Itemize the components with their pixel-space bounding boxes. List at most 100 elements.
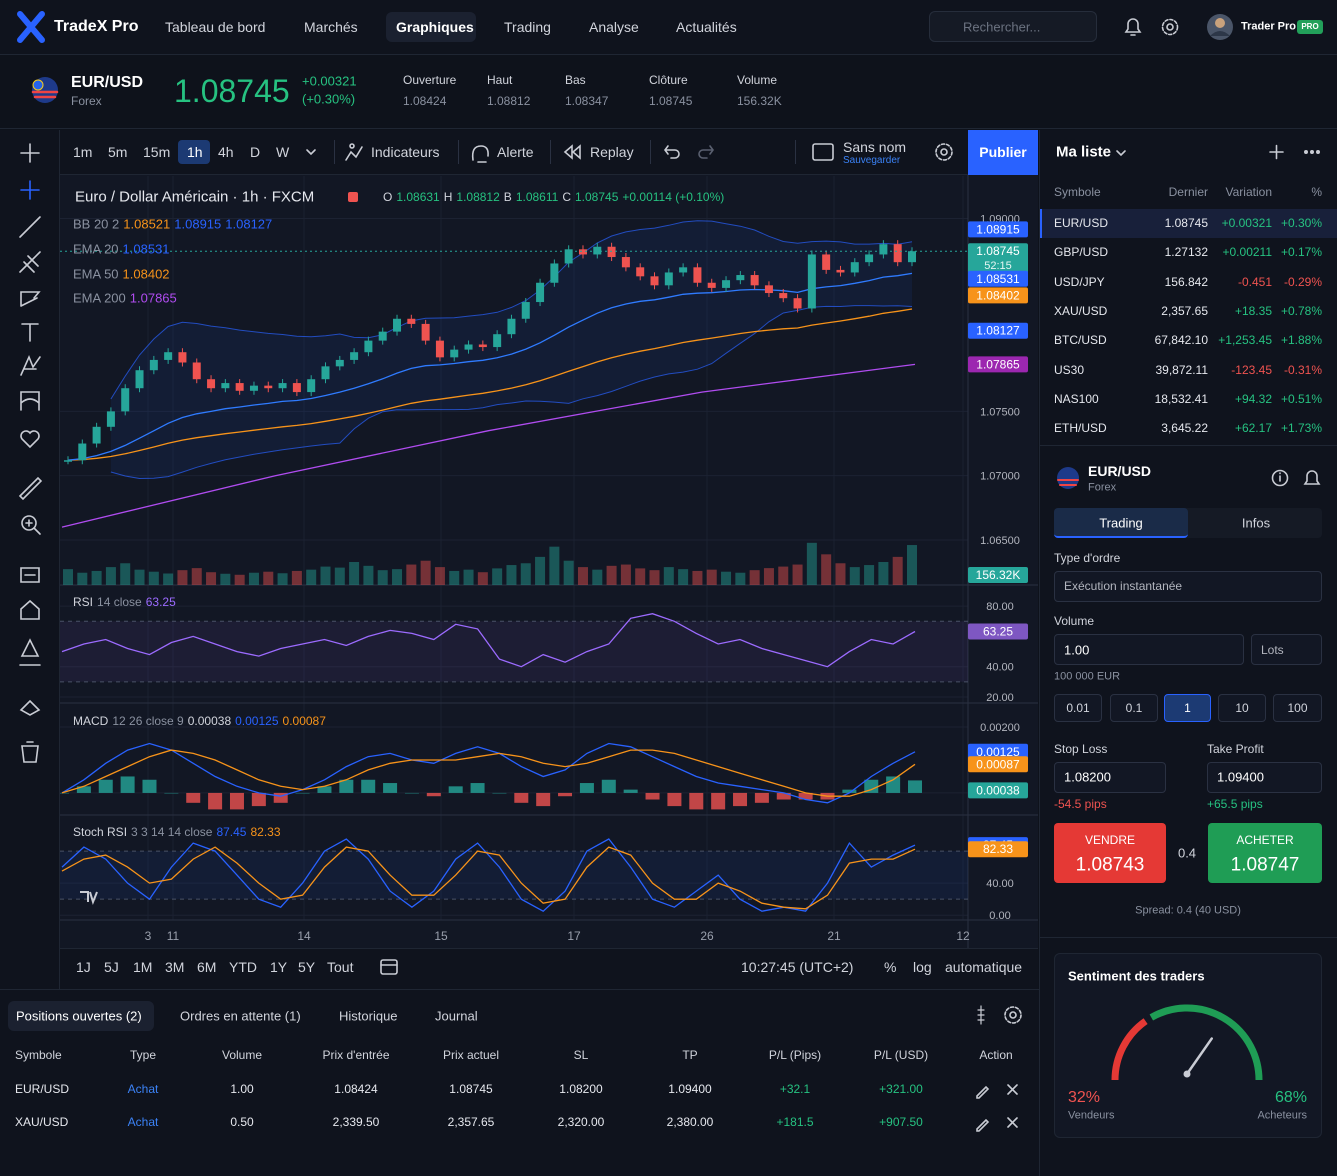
watchlist-cell[interactable]: USD/JPY — [1054, 274, 1105, 289]
x-tick-label: 14 — [297, 929, 311, 943]
layout-name[interactable]: Sans nom — [843, 139, 907, 155]
chart-title: Euro / Dollar Américain · 1h · FXCM — [75, 188, 315, 206]
publish-text[interactable]: Publier — [979, 144, 1027, 160]
candle-body — [607, 246, 616, 258]
range-item[interactable]: Tout — [327, 959, 354, 975]
buy-btn[interactable] — [1208, 823, 1322, 883]
timeframe[interactable]: 5m — [108, 144, 128, 160]
price-marker-label: 1.08127 — [976, 324, 1020, 338]
nav-item[interactable]: Actualités — [676, 19, 737, 35]
range-bar — [60, 948, 1038, 989]
spread: 0.4 — [1177, 845, 1197, 861]
sell-price[interactable]: 1.08743 — [1075, 854, 1145, 876]
column-header: Volume — [221, 1048, 263, 1062]
range-item[interactable]: 3M — [165, 959, 185, 975]
quick-volume[interactable] — [1273, 694, 1322, 722]
timeframe[interactable]: W — [276, 144, 290, 160]
positions-tab[interactable]: Journal — [435, 1008, 478, 1024]
macd-hist — [864, 779, 879, 793]
column-header: Symbole — [15, 1048, 62, 1062]
percent-toggle[interactable]: % — [884, 959, 897, 975]
input-field[interactable] — [1054, 762, 1166, 793]
column-header: P/L (USD) — [873, 1048, 929, 1062]
indicators-btn[interactable]: Indicateurs — [371, 144, 440, 160]
timeframe-active — [178, 140, 210, 164]
range-item[interactable]: 1M — [133, 959, 153, 975]
range-item[interactable]: 5J — [104, 959, 119, 975]
nav-item[interactable]: Tableau de bord — [165, 19, 266, 35]
input-field[interactable] — [1054, 634, 1244, 665]
trade-tab-active[interactable] — [1054, 508, 1188, 538]
replay-btn[interactable]: Replay — [590, 144, 634, 160]
pane-params: 3 3 14 14 close — [131, 825, 213, 839]
sell-btn[interactable] — [1054, 823, 1166, 883]
quick-volume-label[interactable]: 0.1 — [1125, 701, 1143, 715]
nav-item[interactable]: Analyse — [589, 19, 639, 35]
chart: 1.090001.075001.070001.0650080.0040.0020… — [60, 175, 1038, 948]
watchlist-cell[interactable]: XAU/USD — [1054, 303, 1108, 318]
input-field[interactable] — [1054, 571, 1322, 602]
volume-bar — [563, 560, 574, 585]
candle-body — [850, 262, 859, 273]
search-box[interactable] — [929, 11, 1097, 42]
trade-tab[interactable]: Infos — [1241, 515, 1271, 531]
quick-volume-label[interactable]: 10 — [1235, 701, 1249, 715]
candle-body — [207, 379, 216, 389]
watchlist-cell[interactable]: NAS100 — [1054, 391, 1099, 406]
watchlist-cell: 18,532.41 — [1154, 391, 1208, 406]
timeframe[interactable]: 4h — [218, 144, 234, 160]
price-marker — [968, 356, 1028, 373]
stat-label: Bas — [565, 73, 586, 87]
sell-label[interactable]: VENDRE — [1084, 833, 1136, 847]
positions-tab[interactable]: Ordres en attente (1) — [180, 1008, 301, 1024]
nav-item[interactable]: Trading — [504, 19, 551, 35]
publish-btn[interactable] — [968, 130, 1038, 175]
buy-label[interactable]: ACHETER — [1236, 833, 1294, 847]
timeframe[interactable]: D — [250, 144, 261, 160]
chart-bg — [60, 175, 1038, 948]
separator — [550, 140, 551, 164]
buy-price[interactable]: 1.08747 — [1230, 854, 1300, 876]
trade-tab[interactable]: Trading — [1099, 515, 1143, 531]
quick-volume[interactable] — [1164, 694, 1211, 722]
watchlist-cell[interactable]: EUR/USD — [1054, 216, 1109, 230]
nav-item[interactable]: Marchés — [304, 19, 358, 35]
watchlist-cell[interactable]: US30 — [1054, 362, 1085, 377]
range-item[interactable]: YTD — [229, 959, 257, 975]
watchlist-cell: 67,842.10 — [1154, 333, 1208, 348]
user-name: Trader Pro — [1241, 20, 1297, 33]
watchlist-cell[interactable]: ETH/USD — [1054, 421, 1107, 436]
nav-item[interactable]: Graphiques — [396, 19, 474, 35]
input-field[interactable] — [1251, 634, 1322, 665]
input-field[interactable] — [1207, 762, 1322, 793]
timeframe[interactable]: 1h — [187, 144, 203, 160]
watchlist-title[interactable]: Ma liste — [1056, 143, 1112, 161]
watchlist-cell[interactable]: BTC/USD — [1054, 333, 1107, 348]
positions-tab[interactable]: Positions ouvertes (2) — [16, 1008, 142, 1024]
candle-body — [550, 263, 559, 283]
alert-btn[interactable]: Alerte — [497, 144, 534, 160]
quick-volume[interactable] — [1054, 694, 1102, 722]
positions-tab[interactable]: Historique — [339, 1008, 398, 1024]
range-item[interactable]: 1Y — [270, 959, 288, 975]
volume-bar — [792, 564, 803, 585]
quick-volume-label[interactable]: 0.01 — [1066, 701, 1090, 715]
position-cell: +32.1 — [779, 1082, 811, 1096]
candle-body — [865, 254, 874, 263]
range-item[interactable]: 1J — [76, 959, 91, 975]
auto-toggle[interactable]: automatique — [945, 959, 1023, 975]
quick-volume[interactable] — [1218, 694, 1266, 722]
watchlist-cell[interactable]: GBP/USD — [1054, 245, 1109, 260]
save-link[interactable]: Sauvegarder — [843, 155, 901, 166]
pane-params: 14 close — [97, 595, 142, 609]
log-toggle[interactable]: log — [913, 959, 932, 975]
macd-hist — [886, 776, 901, 793]
range-item[interactable]: 5Y — [298, 959, 316, 975]
timeframe[interactable]: 1m — [73, 144, 93, 160]
timeframe[interactable]: 15m — [143, 144, 171, 160]
tab-active — [8, 1001, 154, 1031]
range-item[interactable]: 6M — [197, 959, 217, 975]
quick-volume-label[interactable]: 1 — [1184, 701, 1191, 715]
quick-volume-label[interactable]: 100 — [1287, 701, 1308, 715]
quick-volume[interactable] — [1110, 694, 1158, 722]
